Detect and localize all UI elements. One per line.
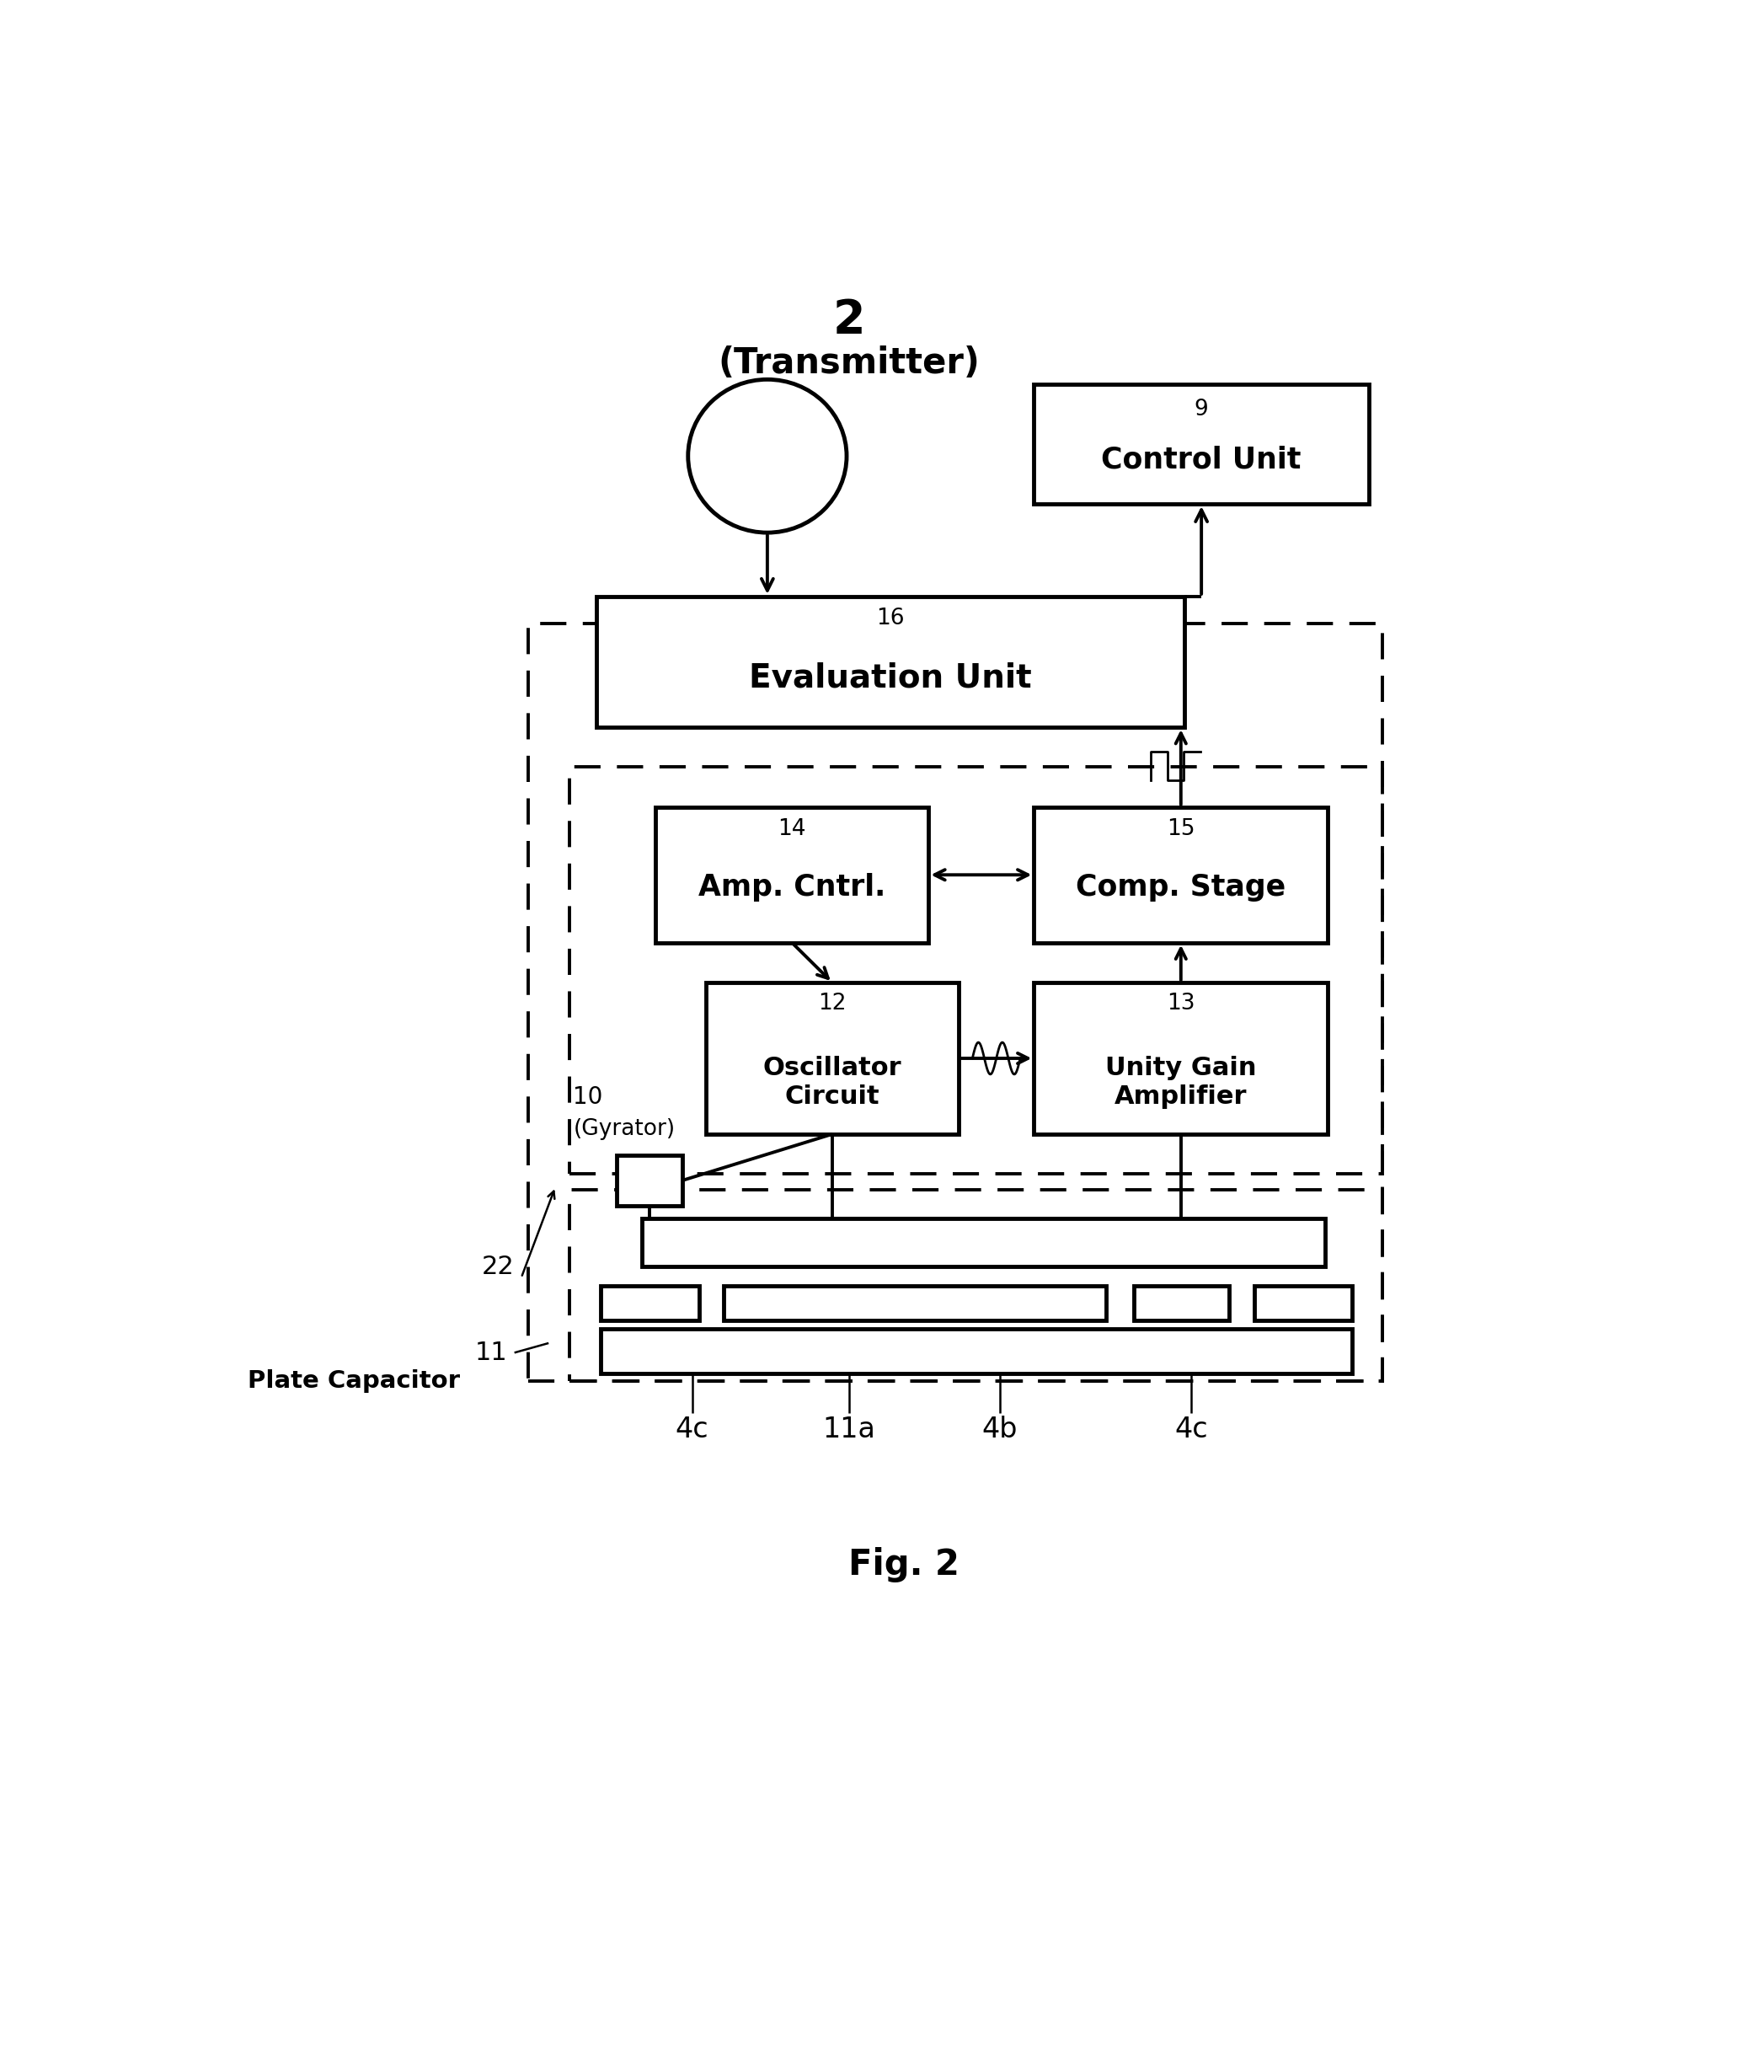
Bar: [1034, 982, 1328, 1133]
Text: Control Unit: Control Unit: [1101, 445, 1302, 474]
Bar: [1134, 1285, 1230, 1320]
Text: Unity Gain
Amplifier: Unity Gain Amplifier: [1106, 1057, 1256, 1109]
Text: 12: 12: [818, 992, 847, 1013]
Text: 11a: 11a: [822, 1415, 877, 1444]
Text: 9: 9: [1194, 398, 1208, 421]
Text: Evaluation Unit: Evaluation Unit: [750, 661, 1032, 694]
Text: 13: 13: [1166, 992, 1194, 1013]
Text: Plate Capacitor: Plate Capacitor: [247, 1370, 460, 1392]
Bar: [527, 624, 1383, 1382]
Bar: [596, 597, 1184, 727]
Bar: [723, 1285, 1106, 1320]
Bar: [1034, 808, 1328, 943]
Text: 22: 22: [482, 1254, 515, 1278]
Bar: [1254, 1285, 1353, 1320]
Text: (Transmitter): (Transmitter): [718, 346, 981, 381]
Bar: [642, 1218, 1325, 1266]
Text: Comp. Stage: Comp. Stage: [1076, 872, 1286, 901]
Bar: [1034, 383, 1369, 503]
Text: (Gyrator): (Gyrator): [573, 1119, 676, 1140]
Text: Oscillator
Circuit: Oscillator Circuit: [764, 1057, 901, 1109]
Bar: [654, 808, 928, 943]
Text: 11: 11: [475, 1341, 508, 1365]
Text: 15: 15: [1166, 818, 1194, 841]
Bar: [570, 767, 1383, 1175]
Ellipse shape: [688, 379, 847, 533]
Bar: [600, 1285, 699, 1320]
Text: 10: 10: [573, 1086, 603, 1109]
Bar: [617, 1154, 683, 1206]
Text: 4b: 4b: [983, 1415, 1018, 1444]
Text: 14: 14: [778, 818, 806, 841]
Text: 2: 2: [833, 298, 866, 344]
Text: Amp. Cntrl.: Amp. Cntrl.: [699, 872, 886, 901]
Bar: [706, 982, 960, 1133]
Text: 16: 16: [877, 607, 905, 630]
Text: 4c: 4c: [1175, 1415, 1208, 1444]
Bar: [600, 1328, 1353, 1374]
Text: Fig. 2: Fig. 2: [848, 1548, 960, 1583]
Text: 4c: 4c: [676, 1415, 709, 1444]
Bar: [570, 1189, 1383, 1382]
